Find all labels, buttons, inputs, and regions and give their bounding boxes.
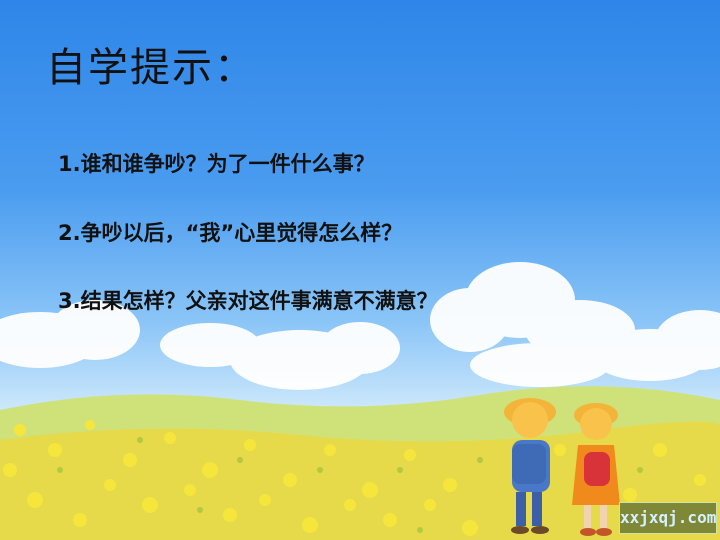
question-2: 2.争吵以后，“我”心里觉得怎么样？ xyxy=(58,221,403,245)
flower-field xyxy=(3,420,706,536)
clouds xyxy=(0,262,720,390)
child-with-blue-backpack xyxy=(504,398,556,534)
child-with-red-backpack xyxy=(572,403,620,536)
question-3: 3.结果怎样？父亲对这件事满意不满意？ xyxy=(58,289,438,313)
question-1: 1.谁和谁争吵？为了一件什么事？ xyxy=(58,152,375,176)
slide-title: 自学提示： xyxy=(46,45,256,91)
watermark-logo: xxjxqj.com xyxy=(619,502,717,534)
